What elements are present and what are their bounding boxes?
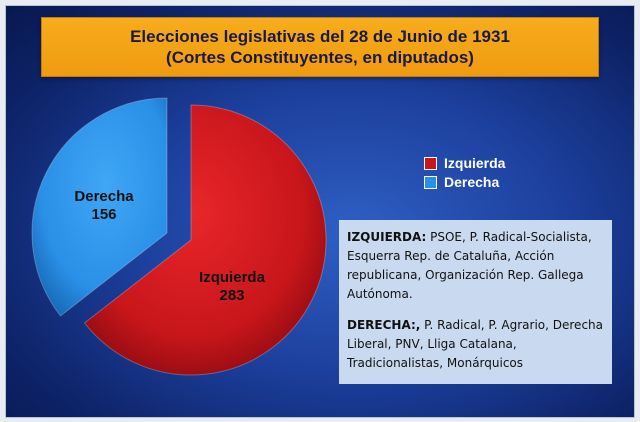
title-banner: Elecciones legislativas del 28 de Junio …	[41, 17, 599, 77]
legend-label-izquierda: Izquierda	[444, 155, 506, 171]
pie-slice-derecha	[31, 97, 168, 317]
legend-swatch-izquierda	[424, 156, 437, 170]
slide-background: Elecciones legislativas del 28 de Junio …	[5, 5, 635, 418]
pie-slice-izquierda	[83, 104, 327, 376]
party-info-box: IZQUIERDA: PSOE, P. Radical-Socialista, …	[339, 220, 612, 384]
info-izquierda-heading: IZQUIERDA:	[347, 230, 427, 244]
info-derecha-heading: DERECHA:,	[347, 318, 421, 332]
slice-label-izquierda-name: Izquierda	[199, 269, 266, 286]
title-line-1: Elecciones legislativas del 28 de Junio …	[130, 27, 510, 46]
title-line-2: (Cortes Constituyentes, en diputados)	[166, 48, 474, 67]
info-izquierda-text: PSOE, P. Radical-Socialista, Esquerra Re…	[347, 230, 592, 301]
info-izquierda: IZQUIERDA: PSOE, P. Radical-Socialista, …	[347, 228, 604, 304]
info-derecha-text: P. Radical, P. Agrario, Derecha Liberal,…	[347, 318, 603, 370]
legend-swatch-derecha	[424, 175, 437, 189]
slice-label-derecha-name: Derecha	[74, 188, 134, 205]
legend-label-derecha: Derecha	[444, 174, 500, 190]
legend-item-derecha: Derecha	[424, 173, 505, 191]
legend-item-izquierda: Izquierda	[424, 154, 505, 172]
slice-label-izquierda-value: 283	[219, 287, 244, 304]
slice-label-derecha-value: 156	[91, 206, 116, 223]
info-derecha: DERECHA:, P. Radical, P. Agrario, Derech…	[347, 316, 604, 373]
chart-legend: Izquierda Derecha	[424, 154, 505, 192]
pie-chart: Derecha 156 Izquierda 283	[31, 97, 327, 376]
